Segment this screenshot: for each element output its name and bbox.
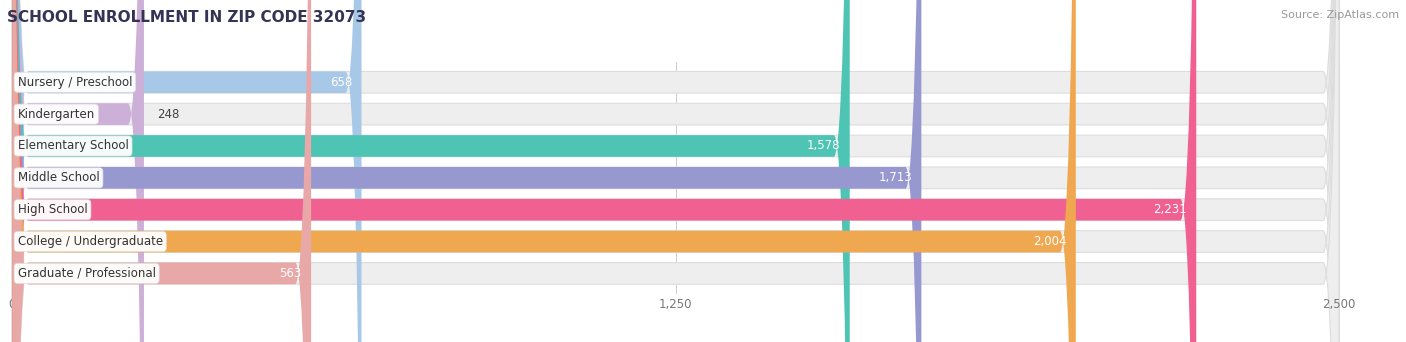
- FancyBboxPatch shape: [13, 0, 143, 342]
- Text: 2,004: 2,004: [1033, 235, 1066, 248]
- Text: 1,578: 1,578: [807, 140, 841, 153]
- FancyBboxPatch shape: [13, 0, 361, 342]
- FancyBboxPatch shape: [13, 0, 1339, 342]
- FancyBboxPatch shape: [13, 0, 1339, 342]
- Text: Source: ZipAtlas.com: Source: ZipAtlas.com: [1281, 10, 1399, 20]
- Text: Elementary School: Elementary School: [18, 140, 128, 153]
- Text: College / Undergraduate: College / Undergraduate: [18, 235, 163, 248]
- FancyBboxPatch shape: [13, 0, 1339, 342]
- Text: High School: High School: [18, 203, 87, 216]
- FancyBboxPatch shape: [13, 0, 1339, 342]
- Text: 2,231: 2,231: [1153, 203, 1187, 216]
- Text: Middle School: Middle School: [18, 171, 100, 184]
- Text: 248: 248: [157, 108, 180, 121]
- Text: 563: 563: [280, 267, 301, 280]
- Text: SCHOOL ENROLLMENT IN ZIP CODE 32073: SCHOOL ENROLLMENT IN ZIP CODE 32073: [7, 10, 366, 25]
- FancyBboxPatch shape: [13, 0, 1339, 342]
- Text: Nursery / Preschool: Nursery / Preschool: [18, 76, 132, 89]
- Text: 658: 658: [330, 76, 352, 89]
- FancyBboxPatch shape: [13, 0, 311, 342]
- FancyBboxPatch shape: [13, 0, 1197, 342]
- FancyBboxPatch shape: [13, 0, 849, 342]
- FancyBboxPatch shape: [13, 0, 1076, 342]
- FancyBboxPatch shape: [13, 0, 921, 342]
- Text: Kindergarten: Kindergarten: [18, 108, 94, 121]
- FancyBboxPatch shape: [13, 0, 1339, 342]
- FancyBboxPatch shape: [13, 0, 1339, 342]
- Text: 1,713: 1,713: [879, 171, 912, 184]
- Text: Graduate / Professional: Graduate / Professional: [18, 267, 156, 280]
